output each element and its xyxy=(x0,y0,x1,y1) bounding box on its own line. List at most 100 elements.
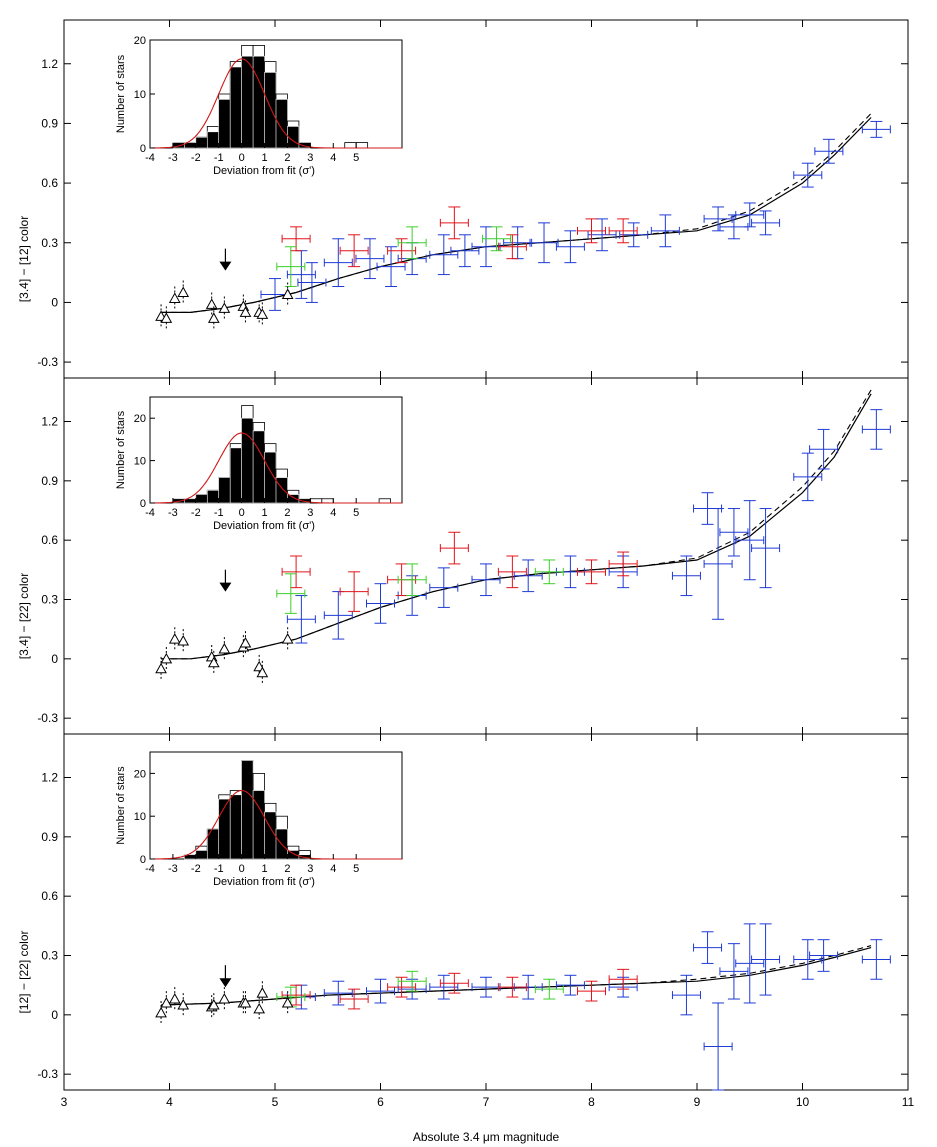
triangle-point xyxy=(155,656,167,681)
data-point xyxy=(276,246,306,288)
triangle-marker xyxy=(177,635,190,646)
inset-x-tick-label: -2 xyxy=(191,507,201,519)
data-point xyxy=(323,980,353,1006)
triangle-point xyxy=(207,993,220,1017)
x-tick-label: 9 xyxy=(694,1095,701,1109)
triangle-marker xyxy=(218,642,231,654)
inset-x-tick-label: -2 xyxy=(191,152,201,164)
triangle-point xyxy=(256,981,269,1005)
inset-x-tick-label: 1 xyxy=(261,507,267,519)
triangle-marker xyxy=(168,992,181,1004)
inset-y-label: Number of stars xyxy=(115,766,127,845)
data-point xyxy=(861,120,891,138)
data-point xyxy=(555,974,585,996)
inset-y-tick-label: 20 xyxy=(134,413,146,425)
triangle-marker xyxy=(168,633,181,644)
data-point xyxy=(608,551,638,577)
data-point xyxy=(497,976,527,998)
y-tick-label: 1.2 xyxy=(41,415,58,429)
inset-y-tick-label: 0 xyxy=(140,854,146,866)
triangle-marker xyxy=(177,286,190,297)
y-tick-label: 1.2 xyxy=(41,771,58,785)
data-point xyxy=(387,238,417,264)
inset-2: -4 -3 -2 -1 0 1 2 3 4 5 0 10 20 Deviation from fit (σ… xyxy=(115,396,403,532)
hist-bar-filled xyxy=(252,55,265,149)
data-point xyxy=(482,226,512,252)
data-point xyxy=(439,531,469,565)
data-point xyxy=(587,218,617,252)
x-tick-label: 4 xyxy=(166,1095,173,1109)
hist-bar-filled xyxy=(218,477,231,504)
data-point xyxy=(429,234,459,276)
data-point xyxy=(861,409,891,450)
data-point xyxy=(387,976,417,998)
hist-bar-filled xyxy=(275,99,288,149)
triangle-marker xyxy=(168,292,181,303)
inset-x-tick-label: -1 xyxy=(214,152,224,164)
data-point xyxy=(397,563,427,597)
data-point xyxy=(735,500,765,581)
inset-x-tick-label: 3 xyxy=(307,507,313,519)
hist-bar-filled xyxy=(241,55,254,149)
triangle-marker xyxy=(155,662,167,674)
data-point xyxy=(366,978,395,1004)
data-point xyxy=(693,931,723,964)
triangle-point xyxy=(207,306,220,331)
y-axis-label: [3.4] − [12] color xyxy=(17,216,31,302)
y-axis-label: [12] − [22] color xyxy=(17,930,31,1013)
hist-bar-filled xyxy=(287,126,300,149)
data-point xyxy=(719,943,749,1000)
inset-y-label: Number of stars xyxy=(115,54,127,133)
upper-limit xyxy=(219,569,232,592)
inset-x-tick-label: 0 xyxy=(239,863,245,875)
hist-bar-open xyxy=(378,498,391,504)
data-point xyxy=(703,508,733,620)
data-point xyxy=(471,563,501,597)
data-point xyxy=(608,968,638,990)
data-point xyxy=(397,226,427,260)
hist-bar-filled xyxy=(252,430,265,504)
data-point xyxy=(281,984,311,1006)
data-point xyxy=(529,222,559,264)
data-point xyxy=(397,970,427,992)
triangle-point xyxy=(239,631,252,655)
hist-bar-filled xyxy=(241,760,254,860)
inset-x-tick-label: -4 xyxy=(145,152,155,164)
inset-x-label: Deviation from fit (σ') xyxy=(213,520,315,532)
hist-bar-filled xyxy=(195,494,208,504)
y-tick-label: 0.9 xyxy=(41,116,58,130)
inset-x-label: Deviation from fit (σ') xyxy=(213,165,315,177)
y-tick-label: 0 xyxy=(51,1008,58,1022)
gaussian-fit xyxy=(150,789,402,860)
triangle-marker xyxy=(207,656,220,668)
triangle-marker xyxy=(207,312,220,323)
data-point xyxy=(471,226,501,268)
x-tick-label: 6 xyxy=(377,1095,384,1109)
x-tick-label: 8 xyxy=(588,1095,595,1109)
fit-dashed xyxy=(161,945,872,1006)
gaussian-fit xyxy=(150,432,402,504)
y-tick-label: 0 xyxy=(51,295,58,309)
data-point xyxy=(339,988,369,1010)
y-tick-label: -0.3 xyxy=(37,355,58,369)
upper-limit-arrow xyxy=(219,582,232,592)
triangle-point xyxy=(160,991,173,1015)
data-point xyxy=(703,1002,733,1091)
y-tick-label: 0.6 xyxy=(41,533,58,547)
data-point xyxy=(286,595,316,644)
data-point xyxy=(355,238,385,280)
hist-bar-filled xyxy=(275,477,288,504)
inset-y-tick-label: 0 xyxy=(140,498,146,510)
triangle-point xyxy=(281,991,294,1015)
x-tick-label: 7 xyxy=(483,1095,490,1109)
data-point xyxy=(339,234,369,268)
triangle-marker xyxy=(207,998,220,1010)
data-point xyxy=(650,214,680,248)
y-tick-label: 1.2 xyxy=(41,57,58,71)
data-point xyxy=(735,923,765,1004)
data-point xyxy=(323,591,353,640)
inset-x-tick-label: -1 xyxy=(214,507,224,519)
triangle-point xyxy=(239,991,252,1015)
data-point xyxy=(751,210,781,236)
